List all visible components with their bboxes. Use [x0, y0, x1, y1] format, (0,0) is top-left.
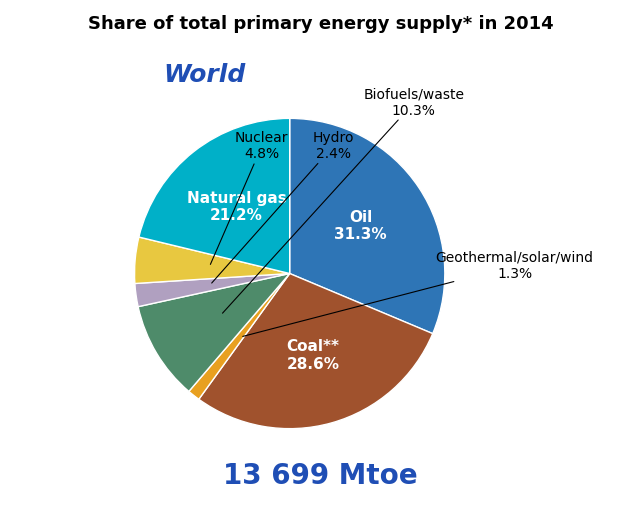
Text: World: World: [163, 63, 246, 87]
Wedge shape: [189, 273, 290, 399]
Wedge shape: [199, 273, 433, 429]
Text: Share of total primary energy supply* in 2014: Share of total primary energy supply* in…: [88, 15, 553, 34]
Text: Natural gas
21.2%: Natural gas 21.2%: [187, 190, 287, 223]
Text: Hydro
2.4%: Hydro 2.4%: [212, 131, 354, 283]
Text: Oil
31.3%: Oil 31.3%: [335, 210, 387, 243]
Wedge shape: [290, 118, 445, 334]
Text: Coal**
28.6%: Coal** 28.6%: [287, 340, 340, 372]
Wedge shape: [139, 118, 290, 273]
Wedge shape: [135, 237, 290, 283]
Text: Geothermal/solar/wind
1.3%: Geothermal/solar/wind 1.3%: [243, 251, 594, 336]
Text: 13 699 Mtoe: 13 699 Mtoe: [223, 462, 418, 490]
Text: Biofuels/waste
10.3%: Biofuels/waste 10.3%: [222, 88, 464, 313]
Text: Nuclear
4.8%: Nuclear 4.8%: [210, 131, 288, 264]
Wedge shape: [138, 273, 290, 392]
Wedge shape: [135, 273, 290, 307]
